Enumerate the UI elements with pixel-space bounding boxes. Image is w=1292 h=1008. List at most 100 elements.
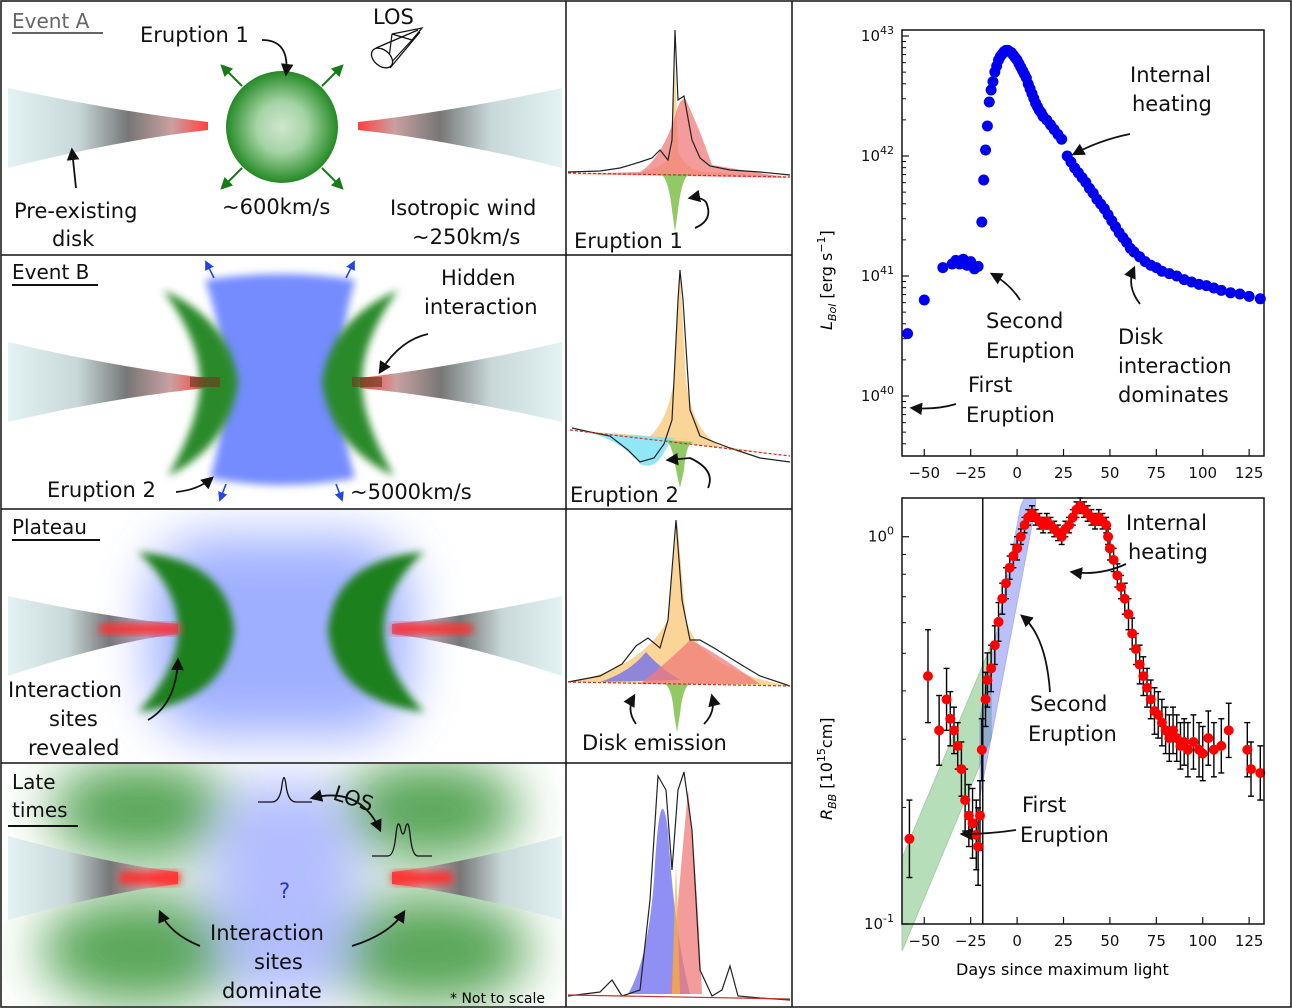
green-cloud: [50, 764, 230, 860]
annotation-arrow: [687, 189, 710, 229]
panel-event-b: [8, 260, 562, 502]
data-point: [1216, 740, 1227, 751]
double-peak-profile-icon: [372, 823, 432, 857]
first-eruption-band: [901, 644, 992, 952]
ann-disk-interaction: interaction: [1118, 354, 1232, 378]
data-point: [904, 833, 915, 844]
annotation-arrow: [1020, 614, 1051, 693]
data-point: [902, 328, 914, 340]
x-axis-label: Days since maximum light: [956, 960, 1169, 979]
data-point: [1108, 554, 1119, 565]
panel-title-times: times: [12, 798, 68, 822]
annotation-arrow: [261, 39, 294, 77]
plot-area: [901, 497, 1265, 925]
y-axis-label: LBol [erg s−1]: [815, 230, 839, 330]
data-point: [1103, 531, 1114, 542]
chart-radius: 10-1 100 −50 −25 0 25 50 75 100 125 RBB [1015cm]…: [815, 497, 1266, 979]
disk-left: [8, 836, 178, 920]
x-tick-label: 25: [1054, 464, 1073, 482]
label-sites: sites: [49, 707, 98, 731]
data-point: [1171, 733, 1182, 744]
absorption-component: [664, 684, 690, 732]
y-tick-label: 1043: [861, 24, 894, 45]
spectrum-label-eruption-2: Eruption 2: [570, 483, 679, 507]
panel-title-late: Late: [12, 770, 56, 794]
data-point: [1112, 570, 1123, 581]
annotation-arrow: [989, 272, 1021, 301]
data-point: [948, 725, 959, 736]
data-point: [1179, 736, 1190, 747]
data-point: [1142, 682, 1153, 693]
data-point: [1116, 582, 1127, 593]
data-point: [993, 616, 1004, 627]
annotation-arrow: [175, 476, 214, 493]
disk-shock-right: [392, 624, 472, 634]
label-interaction-sites: Interaction: [8, 678, 122, 702]
data-point: [1234, 288, 1246, 300]
data-point: [952, 740, 963, 751]
x-tick-label: 100: [1188, 932, 1217, 950]
data-point: [1242, 744, 1253, 755]
label-dominate: dominate: [222, 979, 322, 1003]
disk-right: [360, 342, 562, 422]
ann-heating: heating: [1132, 92, 1212, 116]
model-bands: [901, 497, 1037, 952]
data-point: [1197, 748, 1208, 759]
panel-title-event-b: Event B: [12, 260, 89, 284]
data-point: [987, 76, 999, 88]
x-ticks: −50 −25 0 25 50 75 100 125: [908, 917, 1263, 950]
continuum: [567, 172, 791, 178]
data-point: [980, 694, 991, 705]
outflow-arrow: [321, 167, 344, 190]
data-point: [989, 640, 1000, 651]
absorption-component: [660, 174, 690, 232]
x-tick-label: 125: [1235, 464, 1264, 482]
data-point: [1164, 733, 1175, 744]
x-tick-label: −50: [908, 464, 940, 482]
disk-right: [392, 836, 562, 920]
data-point: [960, 795, 971, 806]
annotation-arrow: [1124, 265, 1141, 305]
label-hidden: Hidden: [441, 266, 516, 290]
annotation-arrow: [147, 657, 184, 721]
data-point: [1064, 520, 1075, 531]
bipolar-outflow: [205, 274, 355, 485]
outflow-arrow: [220, 167, 243, 190]
diffuse-outflow: [210, 780, 360, 1000]
data-point: [1246, 764, 1257, 775]
disk-left: [8, 596, 178, 676]
outflow-arrow: [218, 483, 228, 502]
ann-second-r: Second: [1030, 692, 1107, 716]
spectrum-plateau: [567, 519, 791, 732]
data-point: [1012, 543, 1023, 554]
ann-heating-r: heating: [1128, 540, 1208, 564]
x-tick-label: 25: [1054, 932, 1073, 950]
hidden-interaction-right: [352, 377, 382, 387]
data-point: [1134, 659, 1145, 670]
data-point: [1182, 744, 1193, 755]
data-point: [1008, 551, 1019, 562]
data-point: [1130, 644, 1141, 655]
data-point: [1104, 543, 1115, 554]
disk-right: [358, 88, 562, 168]
data-point: [971, 829, 982, 840]
ann-second-eruption: Eruption: [986, 339, 1075, 363]
ann-first: First: [968, 373, 1012, 397]
data-point: [934, 725, 945, 736]
y-ticks: 10-1 100: [864, 525, 909, 933]
outflow-arrow: [321, 64, 344, 87]
label-los-a: LOS: [373, 5, 414, 29]
data-point: [976, 216, 988, 228]
annotation-arrow: [703, 693, 721, 725]
data-point: [1019, 520, 1030, 531]
data-point: [918, 294, 930, 306]
data-point: [1015, 531, 1026, 542]
ann-dominates: dominates: [1118, 383, 1229, 407]
label-preexisting-1: Pre-existing: [14, 199, 137, 223]
data-point: [1160, 725, 1171, 736]
data-point: [1243, 290, 1255, 302]
data-point: [981, 120, 993, 132]
second-eruption-band: [979, 497, 1037, 797]
data-point: [945, 713, 956, 724]
disk-shock-left: [120, 872, 180, 884]
